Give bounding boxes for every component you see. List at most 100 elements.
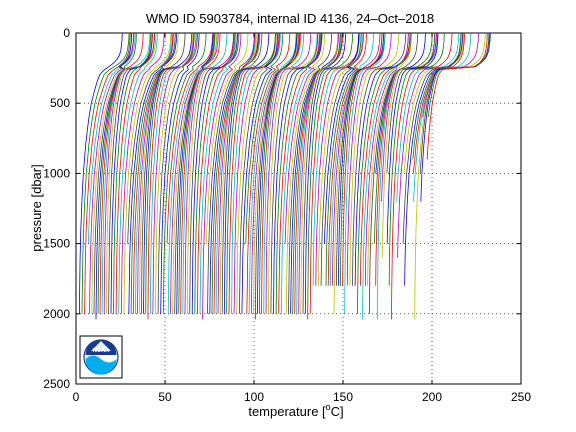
profile-line: [113, 33, 152, 314]
profile-line: [253, 33, 302, 314]
profile-line: [160, 33, 200, 314]
profile-line: [174, 33, 215, 314]
profile-line: [180, 33, 221, 314]
profile-line: [254, 33, 300, 320]
profile-line: [312, 33, 364, 286]
profile-line: [93, 33, 131, 314]
logo-text: NOAA: [93, 348, 109, 354]
profile-line: [325, 33, 362, 286]
profile-line: [143, 33, 193, 314]
profile-line: [241, 33, 278, 314]
profile-line: [191, 33, 238, 314]
profile-line: [110, 33, 153, 314]
profile-line: [141, 33, 186, 314]
logo-gull: [91, 341, 111, 351]
profile-line: [99, 33, 144, 314]
profile-line: [231, 33, 281, 314]
profile-line: [327, 33, 367, 286]
ticks: [75, 32, 522, 385]
profile-line: [115, 33, 153, 314]
profile-line: [344, 33, 386, 314]
profile-line: [233, 33, 280, 314]
profile-line: [388, 33, 445, 286]
y-tick-label: 500: [50, 96, 70, 110]
profile-line: [352, 33, 407, 286]
y-tick-label: 1500: [43, 237, 70, 251]
profile-line: [211, 33, 261, 314]
profile-line: [213, 33, 259, 314]
profile-line: [88, 33, 136, 244]
profile-line: [364, 33, 409, 286]
profile-line: [320, 33, 360, 286]
profile-line: [420, 33, 491, 202]
profile-line: [261, 33, 299, 314]
profile-line: [386, 33, 439, 244]
profile-line: [263, 33, 305, 314]
x-tick-label: 250: [511, 390, 531, 404]
profile-line: [386, 33, 436, 174]
profile-line: [207, 33, 255, 314]
profile-line: [280, 33, 318, 314]
profile-line: [228, 33, 280, 314]
profile-line: [250, 33, 301, 314]
profile-line: [108, 33, 155, 314]
logo-bottom-half: [85, 355, 117, 375]
profile-line: [259, 33, 297, 314]
chart-title: WMO ID 5903784, internal ID 4136, 24–Oct…: [146, 11, 434, 26]
profile-line: [296, 33, 342, 314]
profile-line: [302, 33, 341, 314]
profile-line: [292, 33, 343, 314]
profile-line: [221, 33, 263, 314]
profile-line: [239, 33, 276, 314]
profile-line: [189, 33, 240, 314]
profile-line: [209, 33, 260, 314]
profile-line: [178, 33, 216, 314]
x-tick-label: 100: [244, 390, 264, 404]
x-axis-label-degree: o: [326, 402, 331, 412]
profile-line: [79, 33, 123, 314]
y-tick-label: 2500: [43, 377, 70, 391]
profile-line: [137, 33, 174, 314]
x-tick-label: 50: [158, 390, 172, 404]
profile-line: [307, 33, 353, 320]
profile-line: [215, 33, 257, 314]
profile-line: [330, 33, 374, 286]
y-tick-label: 2000: [43, 307, 70, 321]
profile-line: [402, 33, 463, 244]
profile-line: [342, 33, 383, 286]
profile-line: [315, 33, 364, 286]
profile-line: [275, 33, 321, 314]
profile-line: [381, 33, 437, 202]
profile-line: [147, 33, 198, 320]
profile-line: [396, 33, 460, 202]
profile-line: [176, 33, 214, 314]
profile-line: [414, 33, 486, 320]
profile-line: [304, 33, 346, 314]
noaa-logo: NOAA: [79, 335, 123, 379]
profile-line: [349, 33, 400, 286]
x-axis-label-suffix: C]: [331, 404, 344, 419]
profile-line: [130, 33, 176, 314]
profile-line: [422, 33, 479, 118]
profile-line: [403, 33, 465, 174]
profile-line: [294, 33, 344, 314]
profile-line: [101, 33, 151, 314]
profile-line: [246, 33, 291, 314]
profile-line: [332, 33, 381, 286]
x-tick-label: 200: [422, 390, 442, 404]
profile-line: [223, 33, 270, 314]
x-axis-label-prefix: temperature [: [248, 404, 326, 419]
y-tick-label: 0: [63, 26, 70, 40]
profile-line: [162, 33, 207, 314]
profile-line: [194, 33, 236, 314]
profile-line: [120, 33, 165, 314]
profile-line: [360, 33, 411, 286]
profiles: [79, 33, 491, 320]
profile-line: [197, 33, 235, 314]
profile-line: [346, 33, 392, 286]
profile-line: [357, 33, 412, 314]
profile-line: [97, 33, 137, 314]
profile-line: [182, 33, 228, 314]
profile-line: [236, 33, 277, 314]
